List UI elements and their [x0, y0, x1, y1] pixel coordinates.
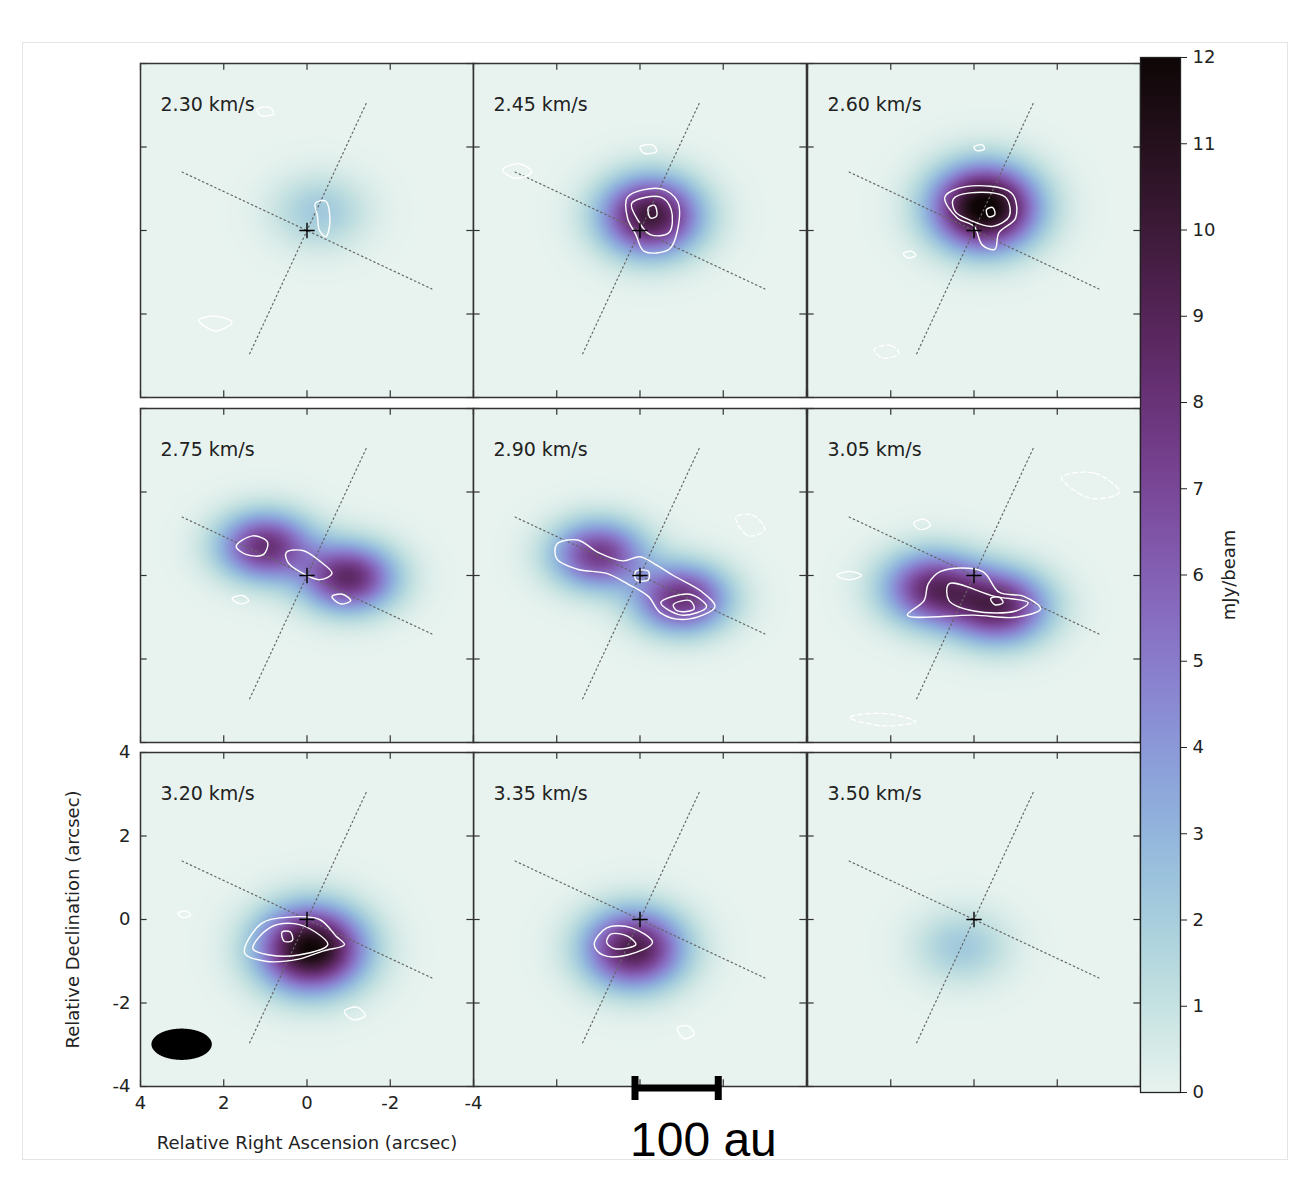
svg-text:-2: -2	[113, 992, 131, 1013]
svg-text:-2: -2	[381, 1092, 399, 1113]
svg-text:12: 12	[1193, 46, 1216, 67]
svg-text:2: 2	[218, 1092, 229, 1113]
svg-text:4: 4	[119, 741, 130, 762]
svg-text:3.50 km/s: 3.50 km/s	[828, 782, 922, 804]
svg-text:0: 0	[1193, 1081, 1204, 1102]
svg-text:2: 2	[119, 825, 130, 846]
svg-text:100 au: 100 au	[630, 1113, 777, 1166]
svg-text:4: 4	[1193, 736, 1204, 757]
svg-text:Relative Right Ascension (arcs: Relative Right Ascension (arcsec)	[157, 1132, 457, 1153]
svg-text:2.45 km/s: 2.45 km/s	[494, 93, 588, 115]
svg-text:10: 10	[1193, 219, 1216, 240]
svg-text:2.75 km/s: 2.75 km/s	[161, 438, 255, 460]
svg-text:0: 0	[301, 1092, 312, 1113]
svg-text:8: 8	[1193, 391, 1204, 412]
svg-text:4: 4	[135, 1092, 146, 1113]
svg-text:3: 3	[1193, 823, 1204, 844]
svg-text:2.90 km/s: 2.90 km/s	[494, 438, 588, 460]
svg-text:2: 2	[1193, 909, 1204, 930]
svg-text:3.20 km/s: 3.20 km/s	[161, 782, 255, 804]
svg-text:3.35 km/s: 3.35 km/s	[494, 782, 588, 804]
svg-text:2.30 km/s: 2.30 km/s	[161, 93, 255, 115]
svg-text:Relative Declination (arcsec): Relative Declination (arcsec)	[62, 790, 83, 1048]
svg-text:11: 11	[1193, 133, 1216, 154]
svg-text:3.05 km/s: 3.05 km/s	[828, 438, 922, 460]
svg-text:5: 5	[1193, 650, 1204, 671]
svg-text:6: 6	[1193, 564, 1204, 585]
svg-text:-4: -4	[465, 1092, 483, 1113]
svg-text:mJy/beam: mJy/beam	[1218, 530, 1239, 621]
svg-text:-4: -4	[113, 1075, 131, 1096]
svg-text:1: 1	[1193, 995, 1204, 1016]
svg-text:9: 9	[1193, 305, 1204, 326]
svg-text:2.60 km/s: 2.60 km/s	[828, 93, 922, 115]
svg-text:7: 7	[1193, 478, 1204, 499]
svg-text:0: 0	[119, 908, 130, 929]
